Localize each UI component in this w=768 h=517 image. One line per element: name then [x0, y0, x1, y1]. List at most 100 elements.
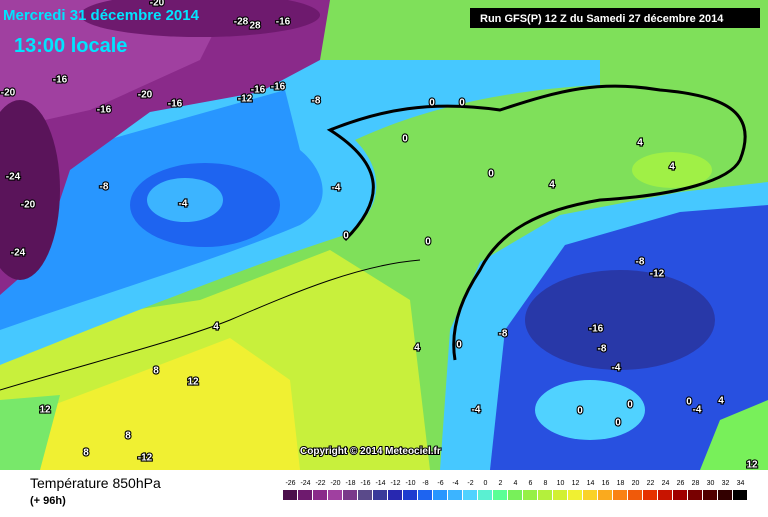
contour-label: -16 — [276, 17, 291, 28]
zone — [147, 178, 223, 222]
scale-cell — [658, 490, 672, 500]
zone — [535, 380, 645, 440]
scale-cell — [538, 490, 552, 500]
contour-label: -8 — [636, 257, 645, 268]
contour-label: 4 — [549, 180, 555, 191]
contour-label: -4 — [472, 405, 481, 416]
scale-cell — [628, 490, 642, 500]
contour-label: -16 — [53, 75, 68, 86]
scale-cell — [388, 490, 402, 500]
scale-cell — [703, 490, 717, 500]
contour-label: 8 — [83, 448, 89, 459]
contour-label: -4 — [612, 363, 621, 374]
scale-cell — [418, 490, 432, 500]
contour-label: 4 — [213, 322, 219, 333]
time: 13:00 locale — [14, 35, 127, 57]
contour-label: -16 — [589, 324, 604, 335]
zone — [0, 338, 300, 470]
scale-label: 4 — [514, 480, 518, 487]
contour-label: 12 — [746, 460, 758, 471]
contour-label: 0 — [488, 169, 494, 180]
scale-label: 24 — [662, 480, 670, 487]
contour-label: -20 — [1, 88, 16, 99]
scale-cell — [448, 490, 462, 500]
contour-label: -12 — [138, 453, 153, 464]
scale-label: -12 — [390, 480, 400, 487]
scale-label: -16 — [360, 480, 370, 487]
contour-label: 12 — [187, 377, 199, 388]
scale-label: 22 — [647, 480, 655, 487]
scale-label: -10 — [405, 480, 415, 487]
scale-label: 34 — [737, 480, 745, 487]
scale-cell — [673, 490, 687, 500]
scale-cell — [718, 490, 732, 500]
scale-label: -6 — [437, 480, 443, 487]
contour-label: 8 — [125, 431, 131, 442]
scale-cell — [358, 490, 372, 500]
scale-cell — [568, 490, 582, 500]
scale-label: 10 — [557, 480, 565, 487]
scale-cell — [613, 490, 627, 500]
contour-label: -8 — [598, 344, 607, 355]
contour-label: 4 — [669, 162, 675, 173]
contour-label: 0 — [615, 418, 621, 429]
contour-label: -12 — [238, 94, 253, 105]
zone — [525, 270, 715, 370]
contour-label: 0 — [459, 98, 465, 109]
scale-label: 28 — [692, 480, 700, 487]
scale-label: -2 — [467, 480, 473, 487]
scale-label: -20 — [330, 480, 340, 487]
contour-label: 0 — [627, 400, 633, 411]
copyright: Copyright © 2014 Meteociel.fr — [300, 446, 441, 457]
contour-label: -4 — [179, 199, 188, 210]
run-box — [470, 8, 760, 28]
contour-label: -16 — [168, 99, 183, 110]
scale-cell — [688, 490, 702, 500]
run-info: Run GFS(P) 12 Z du Samedi 27 décembre 20… — [480, 13, 724, 25]
contour-label: -16 — [271, 82, 286, 93]
contour-label: -20 — [21, 200, 36, 211]
scale-label: -8 — [422, 480, 428, 487]
scale-label: 32 — [722, 480, 730, 487]
contour-label: 4 — [414, 343, 420, 354]
contour-label: -24 — [11, 248, 26, 259]
contour-label: 0 — [577, 406, 583, 417]
contour-label: 4 — [637, 138, 643, 149]
contour-label: -24 — [6, 172, 21, 183]
scale-label: -18 — [345, 480, 355, 487]
contour-label: -28 — [234, 17, 249, 28]
contour-label: 0 — [686, 397, 692, 408]
scale-cell — [553, 490, 567, 500]
contour-label: -16 — [97, 105, 112, 116]
contour-label: -12 — [650, 269, 665, 280]
contour-label: -8 — [312, 96, 321, 107]
scale-cell — [523, 490, 537, 500]
scale-label: 8 — [544, 480, 548, 487]
zone — [0, 100, 60, 280]
scale-cell — [598, 490, 612, 500]
scale-cell — [733, 490, 747, 500]
scale-cell — [463, 490, 477, 500]
contour-label: 0 — [429, 98, 435, 109]
scale-cell — [643, 490, 657, 500]
scale-label: 0 — [484, 480, 488, 487]
scale-cell — [373, 490, 387, 500]
contour-label: 12 — [39, 405, 51, 416]
scale-cell — [343, 490, 357, 500]
scale-cell — [283, 490, 297, 500]
scale-cell — [328, 490, 342, 500]
footer-title: Température 850hPa — [30, 475, 161, 491]
contour-label: -16 — [251, 85, 266, 96]
scale-label: -26 — [285, 480, 295, 487]
footer-lead: (+ 96h) — [30, 495, 66, 507]
scale-label: -24 — [300, 480, 310, 487]
scale-cell — [493, 490, 507, 500]
contour-label: 28 — [249, 21, 261, 32]
contour-label: -20 — [138, 90, 153, 101]
scale-cell — [508, 490, 522, 500]
scale-cell — [298, 490, 312, 500]
scale-cell — [403, 490, 417, 500]
contour-label: 0 — [343, 231, 349, 242]
contour-label: -8 — [100, 182, 109, 193]
